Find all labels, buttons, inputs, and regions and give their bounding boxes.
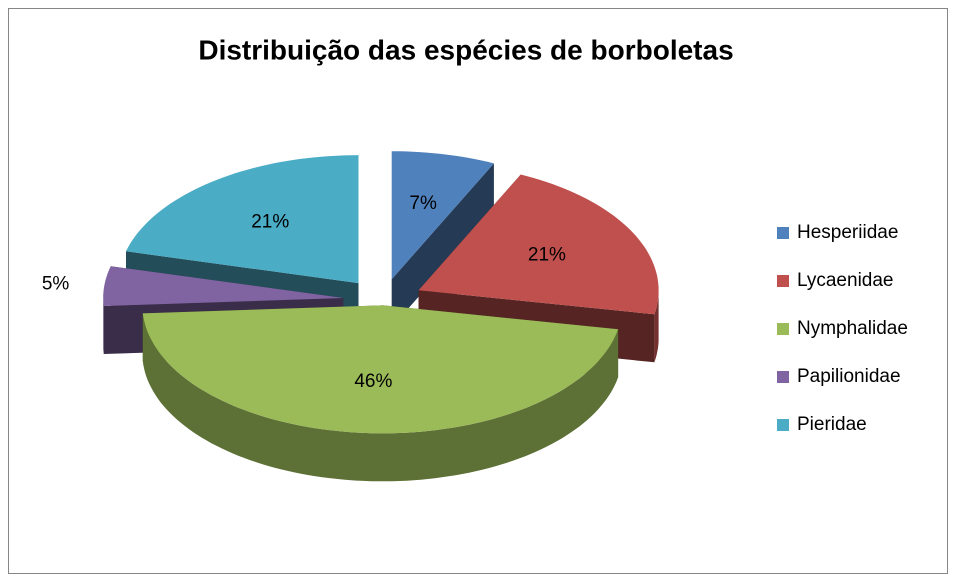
data-label: 21%	[528, 244, 566, 265]
data-label: 46%	[354, 371, 392, 392]
legend-label: Nymphalidae	[797, 318, 908, 339]
data-label: 21%	[251, 211, 289, 232]
data-label: 7%	[409, 193, 437, 214]
slice	[142, 305, 619, 434]
slice	[391, 151, 494, 280]
legend-label: Hesperiidae	[797, 222, 898, 243]
legend-label: Lycaenidae	[797, 270, 893, 291]
slice	[103, 266, 344, 306]
slice-side	[654, 290, 659, 363]
data-label: 5%	[42, 274, 70, 295]
legend-swatch	[777, 419, 789, 431]
slice	[418, 174, 659, 315]
slice-side	[103, 298, 104, 354]
slice-side	[142, 313, 619, 482]
legend-swatch	[777, 227, 789, 239]
legend-label: Papilionidae	[797, 366, 901, 387]
slice-side	[391, 163, 494, 328]
legend-swatch	[777, 371, 789, 383]
chart-title: Distribuição das espécies de borboletas	[198, 34, 733, 65]
legend-swatch	[777, 323, 789, 335]
legend-swatch	[777, 275, 789, 287]
slice	[126, 155, 359, 284]
legend-label: Pieridae	[797, 414, 867, 435]
